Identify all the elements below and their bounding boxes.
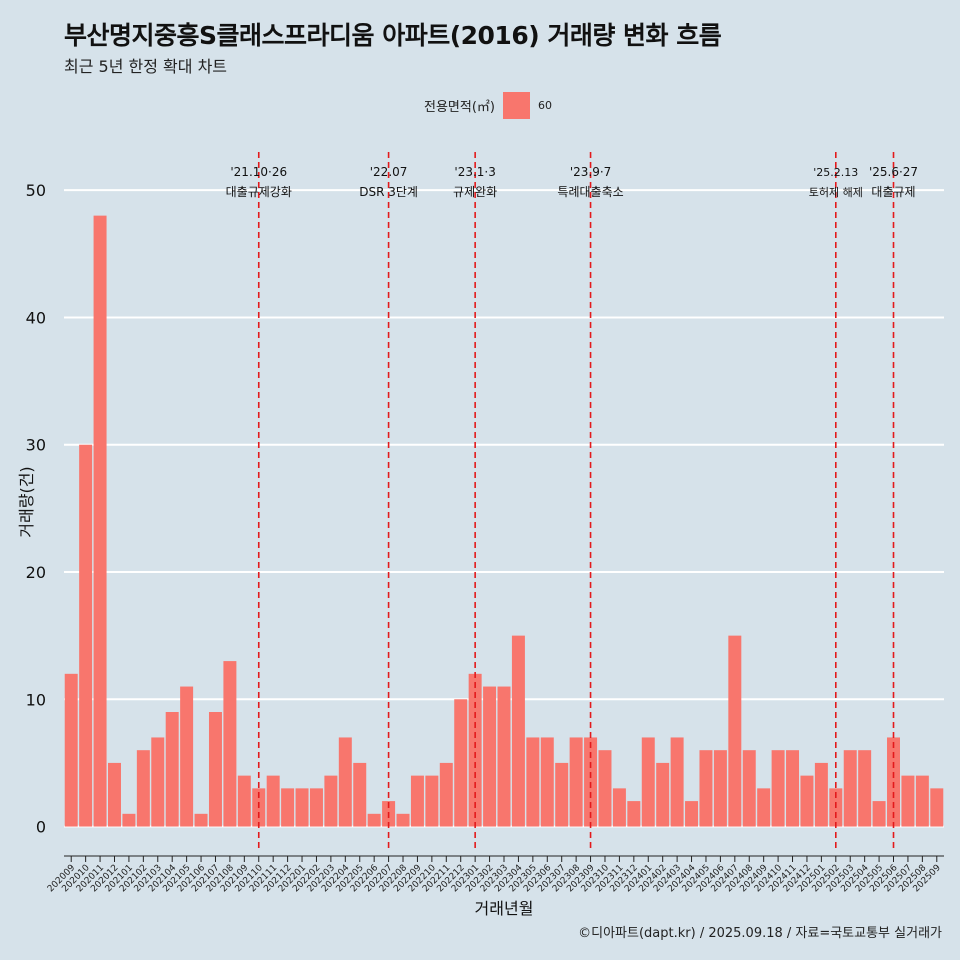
bar-202407	[728, 635, 742, 827]
bar-202302	[483, 686, 497, 827]
bar-202208	[396, 813, 410, 827]
x-axis-title: 거래년월	[475, 899, 534, 918]
bar-202105	[180, 686, 194, 827]
event-name-label: 대출규제	[871, 185, 915, 199]
event-name-label: 특례대출축소	[557, 185, 623, 199]
event-date-label: '25.6·27	[869, 165, 918, 179]
bar-202311	[612, 788, 626, 827]
bar-202408	[742, 750, 756, 827]
legend-title: 전용면적(㎡)	[424, 100, 495, 115]
y-tick-label: 50	[26, 181, 46, 200]
bar-202405	[699, 750, 713, 827]
bar-202202	[309, 788, 323, 827]
bar-202107	[208, 712, 222, 827]
event-date-label: '22.07	[370, 165, 408, 179]
bar-202204	[338, 737, 352, 827]
event-name-label: 규제완화	[453, 185, 497, 199]
bar-202012	[108, 762, 121, 827]
bars	[64, 215, 944, 827]
y-tick-label: 30	[26, 436, 46, 455]
bar-202509	[930, 788, 944, 827]
bar-202310	[598, 750, 612, 827]
bar-202205	[353, 762, 367, 827]
bar-202104	[165, 712, 179, 827]
bar-202102	[136, 750, 150, 827]
bar-202304	[511, 635, 525, 827]
event-name-label: DSR 3단계	[359, 185, 418, 199]
event-date-label: '25.2.13	[813, 166, 858, 179]
bar-202212	[454, 699, 468, 827]
bar-202307	[555, 762, 569, 827]
axes: 0102030405020200920201020201120201220210…	[17, 181, 944, 918]
bar-202507	[901, 775, 915, 827]
bar-202406	[713, 750, 727, 827]
y-tick-label: 40	[26, 308, 46, 327]
bar-202410	[771, 750, 785, 827]
bar-202403	[670, 737, 684, 827]
bar-202505	[872, 801, 886, 827]
event-date-label: '23.9·7	[570, 165, 611, 179]
bar-202106	[194, 813, 208, 827]
bar-202101	[122, 813, 136, 827]
y-axis-title: 거래량(건)	[17, 466, 36, 537]
bar-202201	[295, 788, 309, 827]
bar-202503	[843, 750, 857, 827]
bar-202103	[151, 737, 165, 827]
bar-202508	[915, 775, 929, 827]
y-tick-label: 20	[26, 563, 46, 582]
bar-202112	[281, 788, 295, 827]
legend: 전용면적(㎡) 60	[424, 92, 552, 119]
bar-202501	[814, 762, 828, 827]
bar-202210	[425, 775, 439, 827]
bar-202308	[569, 737, 583, 827]
bar-202011	[93, 215, 107, 827]
bar-202111	[266, 775, 280, 827]
chart-subtitle: 최근 5년 한정 확대 차트	[64, 57, 228, 76]
bar-202009	[64, 673, 78, 827]
bar-202412	[800, 775, 814, 827]
bar-202303	[497, 686, 511, 827]
bar-202401	[641, 737, 655, 827]
bar-202306	[540, 737, 554, 827]
event-lines: '21.10·26 대출규제강화 '22.07 DSR 3단계 '23.1·3 규제완화 '…	[226, 152, 918, 852]
bar-202206	[367, 813, 381, 827]
bar-202312	[627, 801, 641, 827]
event-date-label: '23.1·3	[454, 165, 495, 179]
bar-202305	[526, 737, 540, 827]
bar-202411	[786, 750, 800, 827]
bar-202209	[410, 775, 424, 827]
chart-title: 부산명지중흥S클래스프라디움 아파트(2016) 거래량 변화 흐름	[64, 21, 722, 50]
bar-202402	[656, 762, 670, 827]
legend-item-60: 60	[537, 99, 552, 112]
event-name-label: 토허제 해제	[809, 185, 863, 199]
event-name-label: 대출규제강화	[226, 185, 292, 199]
y-tick-label: 0	[36, 818, 46, 837]
bar-202211	[439, 762, 453, 827]
bar-202010	[79, 444, 93, 827]
bar-202108	[223, 661, 237, 827]
legend-key-60	[502, 92, 530, 119]
event-date-label: '21.10·26	[230, 165, 287, 179]
bar-202404	[685, 801, 699, 827]
bar-202109	[237, 775, 251, 827]
bar-202504	[858, 750, 872, 827]
bar-202301	[468, 673, 482, 827]
y-tick-label: 10	[26, 690, 46, 709]
bar-202203	[324, 775, 338, 827]
bar-202409	[757, 788, 771, 827]
source-caption: ©디아파트(dapt.kr) / 2025.09.18 / 자료=국토교통부 실…	[578, 926, 942, 941]
